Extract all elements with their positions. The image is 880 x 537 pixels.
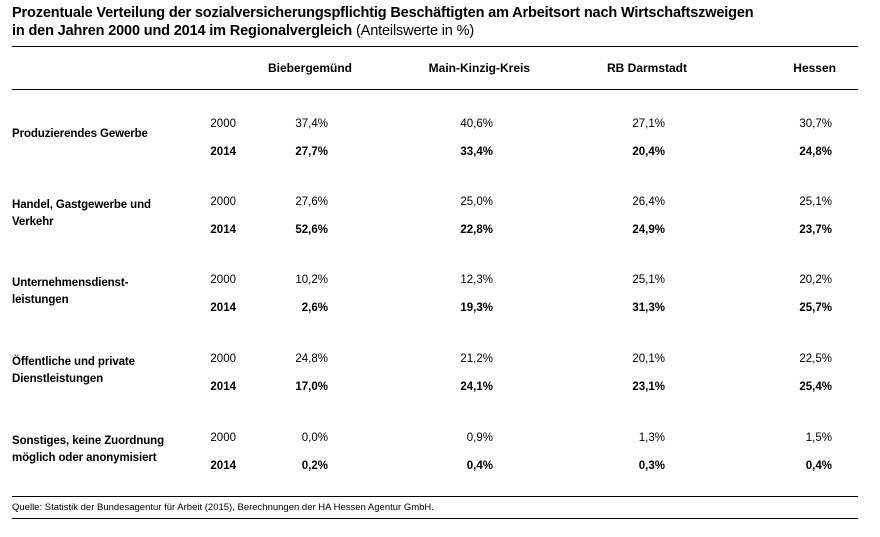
year-label: 2000 — [210, 353, 236, 365]
table-cell: 27,1% — [632, 118, 665, 130]
table-cell: 0,4% — [466, 460, 493, 472]
table-cell: 25,4% — [799, 381, 832, 393]
title-line-2: in den Jahren 2000 und 2014 im Regionalv… — [12, 22, 872, 40]
row-category-line-2: Dienstleistungen — [12, 373, 104, 385]
header-rule — [12, 89, 858, 90]
table-cell: 37,4% — [295, 118, 328, 130]
year-label: 2014 — [210, 224, 236, 236]
table-cell: 21,2% — [460, 353, 493, 365]
column-header-rb-darmstadt: RB Darmstadt — [606, 61, 687, 75]
table-title: Prozentuale Verteilung der sozialversich… — [12, 4, 872, 40]
row-category-line-1: Sonstiges, keine Zuordnung — [12, 435, 165, 447]
row-category-line-2: möglich oder anonymisiert — [12, 452, 157, 464]
row-category: Produzierendes Gewerbe — [12, 126, 182, 143]
table-cell: 0,9% — [466, 432, 493, 444]
footer-rule-upper — [12, 496, 858, 497]
year-label: 2000 — [210, 196, 236, 208]
table-cell: 2,6% — [301, 302, 328, 314]
column-header-main-kinzig-kreis: Main-Kinzig-Kreis — [428, 61, 530, 75]
year-label: 2000 — [210, 274, 236, 286]
year-label: 2000 — [210, 118, 236, 130]
table-cell: 22,5% — [799, 353, 832, 365]
table-cell: 40,6% — [460, 118, 493, 130]
table-cell: 20,2% — [799, 274, 832, 286]
row-category-line-1: Öffentliche und private — [12, 356, 135, 368]
table-cell: 33,4% — [460, 146, 493, 158]
year-label: 2014 — [210, 146, 236, 158]
table-cell: 1,3% — [638, 432, 665, 444]
source-note: Quelle: Statistik der Bundesagentur für … — [12, 502, 434, 513]
title-line-2-bold: in den Jahren 2000 und 2014 im Regionalv… — [12, 23, 353, 39]
row-category-line-1: Produzierendes Gewerbe — [12, 128, 148, 140]
year-label: 2000 — [210, 432, 236, 444]
row-category-line-2: Verkehr — [12, 216, 54, 228]
table-cell: 25,0% — [460, 196, 493, 208]
table-cell: 24,9% — [632, 224, 665, 236]
row-category-line-1: Handel, Gastgewerbe und — [12, 199, 151, 211]
year-label: 2014 — [210, 381, 236, 393]
year-label: 2014 — [210, 302, 236, 314]
table-cell: 10,2% — [295, 274, 328, 286]
column-header-biebergemuend: Biebergemünd — [267, 61, 352, 75]
row-category-line-1: Unternehmensdienst- — [12, 277, 129, 289]
table-cell: 52,6% — [295, 224, 328, 236]
year-label: 2014 — [210, 460, 236, 472]
column-header-hessen: Hessen — [793, 61, 836, 75]
table-cell: 26,4% — [632, 196, 665, 208]
table-cell: 27,7% — [295, 146, 328, 158]
table-cell: 25,1% — [799, 196, 832, 208]
table-cell: 23,1% — [632, 381, 665, 393]
top-rule — [12, 46, 858, 47]
table-cell: 20,4% — [632, 146, 665, 158]
title-line-1: Prozentuale Verteilung der sozialversich… — [12, 5, 754, 21]
table-cell: 0,3% — [638, 460, 665, 472]
table-cell: 24,8% — [799, 146, 832, 158]
title-line-2-note: (Anteilswerte in %) — [352, 23, 475, 39]
table-cell: 27,6% — [295, 196, 328, 208]
table-cell: 19,3% — [460, 302, 493, 314]
table-cell: 31,3% — [632, 302, 665, 314]
table-cell: 23,7% — [799, 224, 832, 236]
table-cell: 0,2% — [301, 460, 328, 472]
row-category: Sonstiges, keine Zuordnung möglich oder a… — [12, 433, 182, 467]
table-cell: 0,4% — [805, 460, 832, 472]
row-category: Handel, Gastgewerbe und Verkehr — [12, 197, 182, 231]
table-cell: 20,1% — [632, 353, 665, 365]
footer-rule-lower — [12, 518, 858, 519]
row-category: Unternehmensdienst-leistungen — [12, 275, 182, 309]
table-cell: 25,7% — [799, 302, 832, 314]
table-cell: 0,0% — [301, 432, 328, 444]
row-category-line-2: leistungen — [12, 294, 69, 306]
table-cell: 1,5% — [805, 432, 832, 444]
table-cell: 25,1% — [632, 274, 665, 286]
table-cell: 24,1% — [460, 381, 493, 393]
table-cell: 30,7% — [799, 118, 832, 130]
table-cell: 22,8% — [460, 224, 493, 236]
table-cell: 17,0% — [295, 381, 328, 393]
row-category: Öffentliche und private Dienstleistungen — [12, 354, 182, 388]
table-cell: 12,3% — [460, 274, 493, 286]
table-cell: 24,8% — [295, 353, 328, 365]
